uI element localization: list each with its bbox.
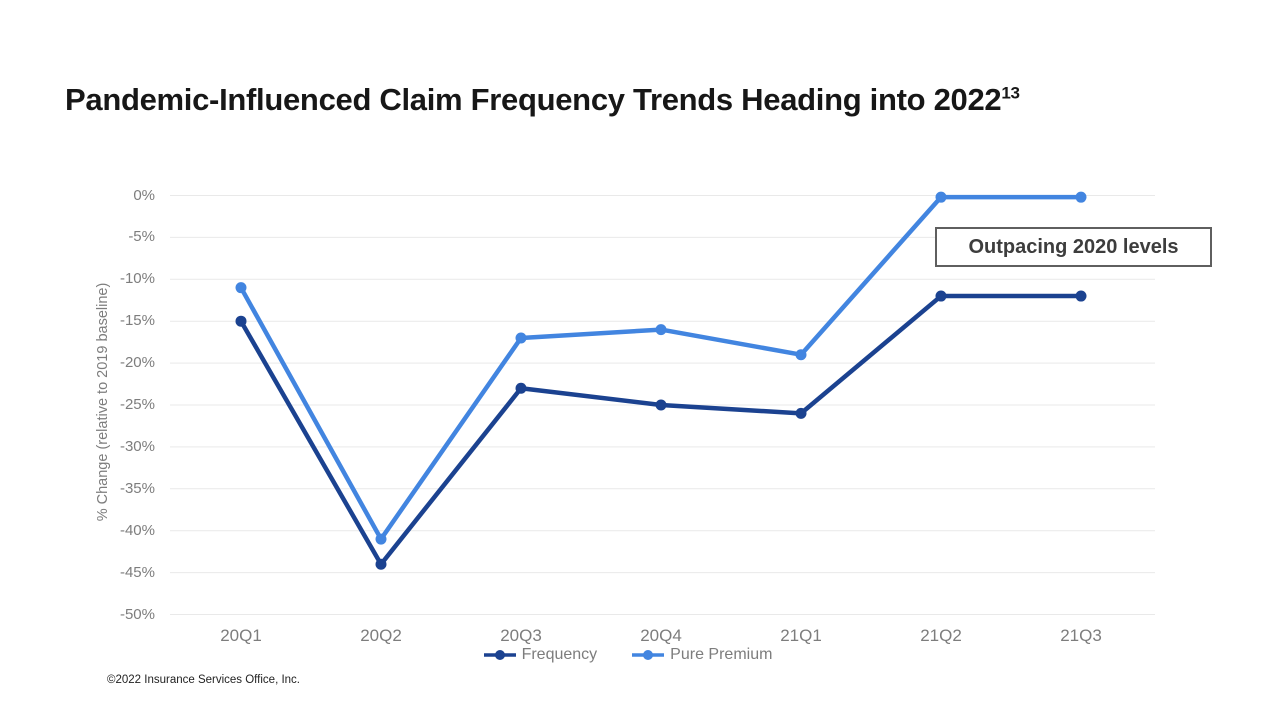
y-tick-label: -45%	[119, 563, 155, 581]
x-tick-label: 20Q4	[640, 626, 682, 645]
frequency-data-point	[1075, 290, 1087, 302]
page-title-text: Pandemic-Influenced Claim Frequency Tren…	[65, 82, 1002, 117]
copyright-text: ©2022 Insurance Services Office, Inc.	[107, 674, 300, 686]
frequency-data-point	[795, 407, 807, 419]
x-tick-label: 21Q3	[1060, 626, 1102, 645]
frequency-line-marker-icon	[483, 650, 516, 660]
x-tick-label: 20Q1	[220, 626, 262, 645]
y-tick-label: -5%	[128, 228, 155, 246]
pure-premium-line-marker-icon	[632, 650, 665, 660]
y-tick-label: -20%	[119, 354, 155, 372]
x-tick-label: 20Q3	[500, 626, 542, 645]
y-tick-label: -25%	[119, 396, 155, 413]
y-tick-label: -40%	[119, 521, 155, 539]
frequency-data-point	[655, 399, 667, 411]
y-tick-label: -10%	[119, 270, 155, 288]
page-title: Pandemic-Influenced Claim Frequency Tren…	[65, 82, 1020, 118]
frequency-data-point	[375, 558, 387, 570]
frequency-data-point	[235, 315, 247, 327]
y-tick-label: -30%	[119, 437, 155, 455]
y-tick-label: -50%	[119, 605, 155, 623]
pure-premium-data-point	[375, 533, 387, 545]
pure-premium-data-point	[935, 191, 947, 203]
legend-item-pure-premium: Pure Premium	[631, 646, 772, 664]
y-tick-label: -35%	[119, 479, 155, 497]
x-tick-label: 21Q2	[920, 626, 962, 645]
pure-premium-data-point	[235, 282, 247, 294]
frequency-data-point	[515, 382, 527, 394]
y-tick-label: -15%	[119, 312, 155, 330]
pure-premium-data-point	[795, 349, 807, 361]
pure-premium-data-point	[655, 324, 667, 336]
pure-premium-data-point	[1075, 191, 1087, 203]
legend-label-frequency: Frequency	[521, 646, 598, 663]
x-tick-label: 21Q1	[780, 626, 822, 645]
pure-premium-data-point	[515, 332, 527, 344]
legend-item-frequency: Frequency	[483, 646, 598, 664]
annotation-box: Outpacing 2020 levels	[935, 227, 1212, 267]
frequency-data-point	[935, 290, 947, 302]
legend-label-pure-premium: Pure Premium	[670, 646, 773, 663]
frequency-series-line	[238, 293, 1084, 567]
y-tick-label: 0%	[133, 186, 155, 204]
title-footnote: 13	[1001, 83, 1020, 103]
y-axis-title: % Change (relative to 2019 baseline)	[95, 282, 111, 522]
x-tick-label: 20Q2	[360, 626, 402, 645]
chart-legend: Frequency Pure Premium	[100, 645, 1155, 665]
